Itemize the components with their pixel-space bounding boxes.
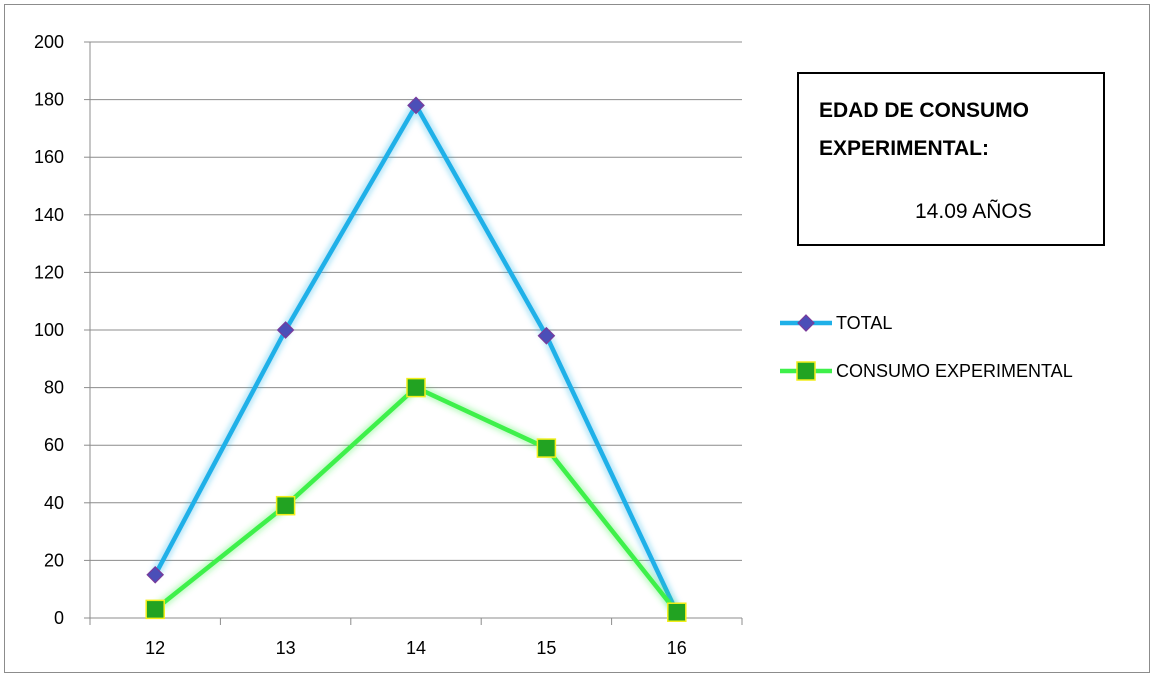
data-point (536, 438, 557, 458)
data-point (406, 377, 426, 398)
x-tick-label: 16 (667, 638, 687, 658)
data-point (276, 321, 295, 339)
series-line (153, 103, 679, 614)
x-tick-label: 12 (145, 638, 165, 658)
legend-marker (797, 314, 815, 332)
series-line-glow (151, 100, 681, 615)
data-point (145, 599, 165, 620)
data-point (667, 602, 687, 622)
y-tick-label: 180 (34, 90, 64, 110)
x-tick-label: 14 (406, 638, 426, 658)
x-tick-label: 13 (276, 638, 296, 658)
info-box-title: EDAD DE CONSUMO EXPERIMENTAL: (819, 99, 1030, 160)
y-tick-label: 140 (34, 205, 64, 225)
info-box-value: 14.09 AÑOS (915, 200, 1032, 223)
y-tick-label: 0 (54, 608, 64, 628)
data-point (275, 495, 296, 516)
y-tick-label: 200 (34, 32, 64, 52)
x-tick-label: 15 (536, 638, 556, 658)
legend-marker (796, 361, 816, 381)
y-tick-label: 60 (44, 435, 64, 455)
legend-label: TOTAL (836, 313, 892, 333)
y-tick-label: 120 (34, 262, 64, 282)
y-tick-label: 40 (44, 493, 64, 513)
info-box: EDAD DE CONSUMO EXPERIMENTAL: 14.09 AÑOS (797, 72, 1105, 246)
data-point (146, 565, 165, 584)
y-tick-label: 100 (34, 320, 64, 340)
legend-label: CONSUMO EXPERIMENTAL (836, 361, 1073, 381)
data-point (407, 96, 425, 115)
y-tick-label: 20 (44, 550, 64, 570)
y-tick-label: 80 (44, 378, 64, 398)
data-point (537, 326, 556, 345)
y-tick-label: 160 (34, 147, 64, 167)
